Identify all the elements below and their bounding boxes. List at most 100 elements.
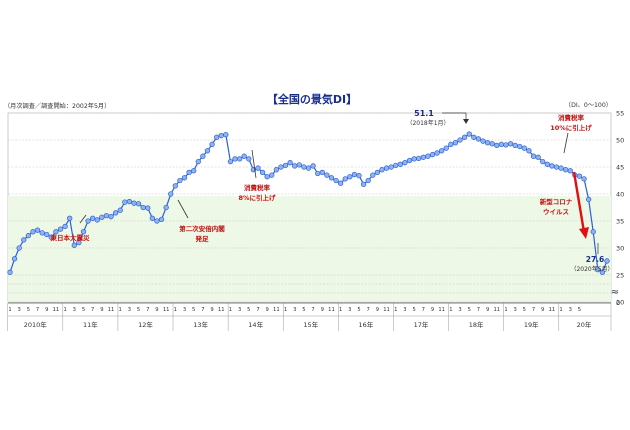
data-point (214, 134, 220, 140)
data-point (57, 226, 64, 232)
data-point (553, 164, 560, 170)
data-point (21, 237, 27, 243)
data-point (563, 167, 569, 173)
data-point (305, 165, 312, 171)
data-point (503, 142, 509, 148)
annotation-last-value: 27.6 (586, 255, 605, 264)
x-tick-label: 7 (311, 307, 314, 313)
data-point (112, 210, 119, 216)
data-point (71, 242, 77, 248)
data-point (186, 169, 192, 176)
data-point (145, 205, 151, 211)
x-tick-label: 1 (559, 307, 562, 313)
x-tick-label: 5 (578, 307, 581, 313)
x-tick-label: 1 (229, 307, 232, 313)
x-tick-label: 7 (477, 307, 480, 313)
x-tick-label: 3 (183, 307, 186, 313)
x-tick-label: 11 (549, 307, 556, 313)
data-point (135, 201, 142, 207)
chart-note-right: （DI、0～100） (565, 102, 612, 109)
x-tick-label: 3 (348, 307, 351, 313)
data-point (255, 165, 261, 171)
x-tick-label: 3 (293, 307, 296, 313)
data-point (595, 266, 601, 273)
data-point (558, 165, 564, 171)
annotations: 東日本大震災 第二次安倍内閣 発足 消費税率 8%に引上げ 51.1 （2018… (51, 109, 614, 273)
data-point (356, 172, 362, 179)
x-tick-label: 3 (238, 307, 241, 313)
x-tick-label: 9 (155, 307, 158, 313)
data-point (85, 218, 91, 224)
x-year-label: 2010年 (24, 320, 48, 329)
x-tick-label: 7 (367, 307, 370, 313)
x-tick-label: 7 (146, 307, 149, 313)
data-point (604, 258, 610, 264)
gridlines (8, 112, 611, 303)
data-point (241, 153, 247, 159)
x-tick-label: 1 (8, 307, 11, 313)
data-point (131, 200, 137, 206)
data-point (461, 134, 468, 140)
data-point (191, 168, 197, 174)
x-tick-label: 7 (256, 307, 259, 313)
data-point (80, 229, 87, 235)
annotation-arrow-tax8 (251, 149, 257, 179)
x-tick-label: 3 (128, 307, 131, 313)
data-point (296, 162, 302, 168)
data-point (494, 142, 500, 149)
data-point (406, 157, 413, 164)
annotation-abe-line1: 第二次安倍内閣 (179, 224, 225, 233)
y-tick-label: 20 (616, 299, 624, 307)
data-point (200, 153, 206, 159)
data-point (282, 162, 289, 169)
annotation-peak-value: 51.1 (414, 109, 434, 118)
x-tick-label: 3 (513, 307, 516, 313)
annotation-tax8-line2: 8%に引上げ (238, 193, 276, 202)
data-point (168, 191, 174, 197)
data-point (48, 234, 54, 240)
data-point (439, 148, 445, 154)
data-point (158, 216, 165, 223)
data-point (324, 172, 330, 178)
data-point (452, 140, 459, 146)
x-tick-label: 11 (273, 307, 280, 313)
y-tick-label: 50 (616, 137, 624, 145)
data-point (236, 156, 243, 162)
x-tick-label: 5 (412, 307, 415, 313)
data-point (411, 156, 417, 162)
data-point (67, 215, 73, 221)
annotation-arrow-quake (79, 214, 87, 224)
data-point (44, 231, 50, 238)
data-point (34, 227, 41, 233)
x-tick-label: 5 (357, 307, 360, 313)
data-point (223, 131, 229, 138)
data-point (122, 199, 128, 205)
data-point (489, 141, 495, 147)
data-point (599, 269, 606, 275)
x-tick-label: 1 (174, 307, 177, 313)
y-tick-label-zero: 0 (616, 299, 620, 307)
y-tick-label: 55 (616, 110, 624, 118)
data-point (227, 158, 234, 165)
x-year-label: 20年 (577, 320, 592, 329)
data-point (126, 198, 133, 205)
annotation-arrow-abe (177, 199, 189, 219)
x-tick-label: 11 (163, 307, 170, 313)
annotation-arrow-covid (572, 171, 586, 233)
x-year-label: 13年 (193, 320, 208, 329)
x-tick-label: 1 (119, 307, 122, 313)
data-point (393, 162, 399, 169)
data-point (315, 170, 321, 177)
chart-note-left: （月次調査／調査開始：2002年5月） (4, 102, 110, 110)
data-point (94, 217, 100, 223)
data-point (434, 150, 440, 156)
data-point (209, 141, 215, 147)
data-point (11, 256, 18, 262)
x-tick-label: 3 (569, 307, 572, 313)
x-year-label: 11年 (83, 320, 98, 329)
data-point (540, 158, 546, 165)
data-point (278, 164, 284, 170)
annotation-last-date: （2020年5月） (570, 265, 613, 273)
x-tick-label: 9 (431, 307, 434, 313)
